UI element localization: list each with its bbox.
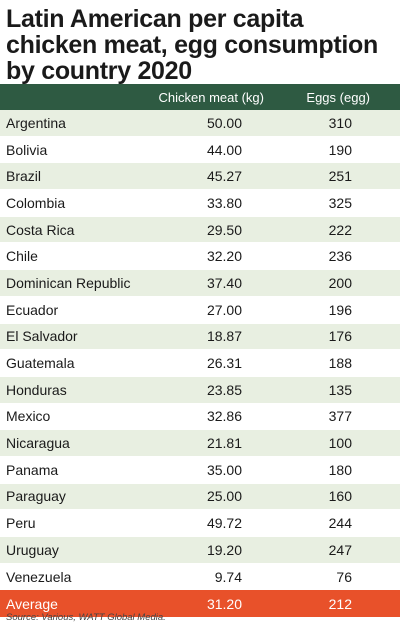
chicken-cell: 9.74	[214, 568, 242, 585]
table-row: Argentina 50.00 310	[0, 110, 400, 137]
eggs-cell: 325	[328, 194, 352, 211]
country-cell: Brazil	[6, 168, 42, 185]
chicken-cell: 44.00	[206, 141, 242, 158]
country-cell: El Salvador	[6, 328, 78, 345]
eggs-cell: 244	[328, 515, 352, 532]
country-cell: Chile	[6, 248, 38, 265]
eggs-cell: 190	[328, 141, 352, 158]
table-row: El Salvador 18.87 176	[0, 323, 400, 351]
country-cell: Costa Rica	[6, 221, 75, 238]
eggs-cell: 222	[328, 221, 352, 238]
chicken-cell: 23.85	[206, 381, 242, 398]
chicken-cell: 21.81	[206, 435, 242, 452]
eggs-cell: 200	[328, 274, 352, 291]
country-cell: Guatemala	[6, 355, 75, 372]
chicken-cell: 25.00	[206, 488, 242, 505]
average-row: Average 31.20 212	[0, 590, 400, 618]
country-cell: Venezuela	[6, 568, 72, 585]
chicken-cell: 37.40	[206, 274, 242, 291]
chicken-cell: 45.27	[206, 168, 242, 185]
chicken-cell: 29.50	[206, 221, 242, 238]
table-row: Nicaragua 21.81 100	[0, 430, 400, 457]
table-row: Panama 35.00 180	[0, 456, 400, 484]
source-note: Source: Various, WATT Global Media.	[6, 612, 166, 623]
eggs-cell: 100	[328, 435, 352, 452]
eggs-cell: 176	[328, 328, 352, 345]
chicken-cell: 32.20	[206, 248, 242, 265]
header-chicken-meat: Chicken meat (kg)	[158, 89, 264, 105]
consumption-table: Chicken meat (kg) Eggs (egg) Argentina 50…	[0, 84, 400, 618]
table-row: Costa Rica 29.50 222	[0, 216, 400, 244]
table-row: Dominican Republic 37.40 200	[0, 270, 400, 297]
eggs-cell: 377	[328, 408, 352, 425]
eggs-cell: 76	[336, 568, 352, 585]
table-row: Venezuela 9.74 76	[0, 563, 400, 591]
chicken-cell: 50.00	[206, 114, 242, 131]
table-row: Brazil 45.27 251	[0, 163, 400, 191]
country-cell: Nicaragua	[6, 435, 70, 452]
table-row: Ecuador 27.00 196	[0, 296, 400, 324]
average-eggs: 212	[328, 595, 352, 612]
table-row: Mexico 32.86 377	[0, 403, 400, 431]
table-row: Paraguay 25.00 160	[0, 483, 400, 511]
eggs-cell: 196	[328, 301, 352, 318]
chart-title: Latin American per capita chicken meat, …	[6, 5, 378, 85]
eggs-cell: 251	[328, 168, 352, 185]
country-cell: Dominican Republic	[6, 274, 131, 291]
header-eggs: Eggs (egg)	[306, 89, 370, 105]
country-cell: Paraguay	[6, 488, 66, 505]
chicken-cell: 49.72	[206, 515, 242, 532]
table-row: Uruguay 19.20 247	[0, 537, 400, 564]
average-label: Average	[6, 595, 58, 612]
country-cell: Mexico	[6, 408, 51, 425]
country-cell: Colombia	[6, 194, 66, 211]
table-row: Colombia 33.80 325	[0, 190, 400, 217]
country-cell: Honduras	[6, 381, 67, 398]
table-row: Bolivia 44.00 190	[0, 136, 400, 164]
average-chicken: 31.20	[206, 595, 242, 612]
country-cell: Argentina	[6, 114, 66, 131]
eggs-cell: 188	[328, 355, 352, 372]
country-cell: Panama	[6, 461, 59, 478]
chicken-cell: 32.86	[206, 408, 242, 425]
eggs-cell: 247	[328, 541, 352, 558]
table-row: Honduras 23.85 135	[0, 376, 400, 404]
chicken-cell: 26.31	[206, 355, 242, 372]
table-body: Argentina 50.00 310 Bolivia 44.00 190 Brazil 45…	[0, 110, 400, 591]
table-row: Guatemala 26.31 188	[0, 350, 400, 377]
country-cell: Ecuador	[6, 301, 59, 318]
eggs-cell: 310	[328, 114, 352, 131]
table-row: Chile 32.20 236	[0, 243, 400, 271]
chicken-cell: 27.00	[206, 301, 242, 318]
country-cell: Uruguay	[6, 541, 59, 558]
country-cell: Peru	[6, 515, 36, 532]
chicken-cell: 35.00	[206, 461, 242, 478]
chicken-cell: 33.80	[206, 194, 242, 211]
eggs-cell: 160	[328, 488, 352, 505]
eggs-cell: 135	[328, 381, 352, 398]
eggs-cell: 236	[328, 248, 352, 265]
chicken-cell: 19.20	[206, 541, 242, 558]
chicken-cell: 18.87	[206, 328, 242, 345]
eggs-cell: 180	[328, 461, 352, 478]
country-cell: Bolivia	[6, 141, 48, 158]
table-row: Peru 49.72 244	[0, 510, 400, 537]
table-header: Chicken meat (kg) Eggs (egg)	[0, 84, 400, 110]
